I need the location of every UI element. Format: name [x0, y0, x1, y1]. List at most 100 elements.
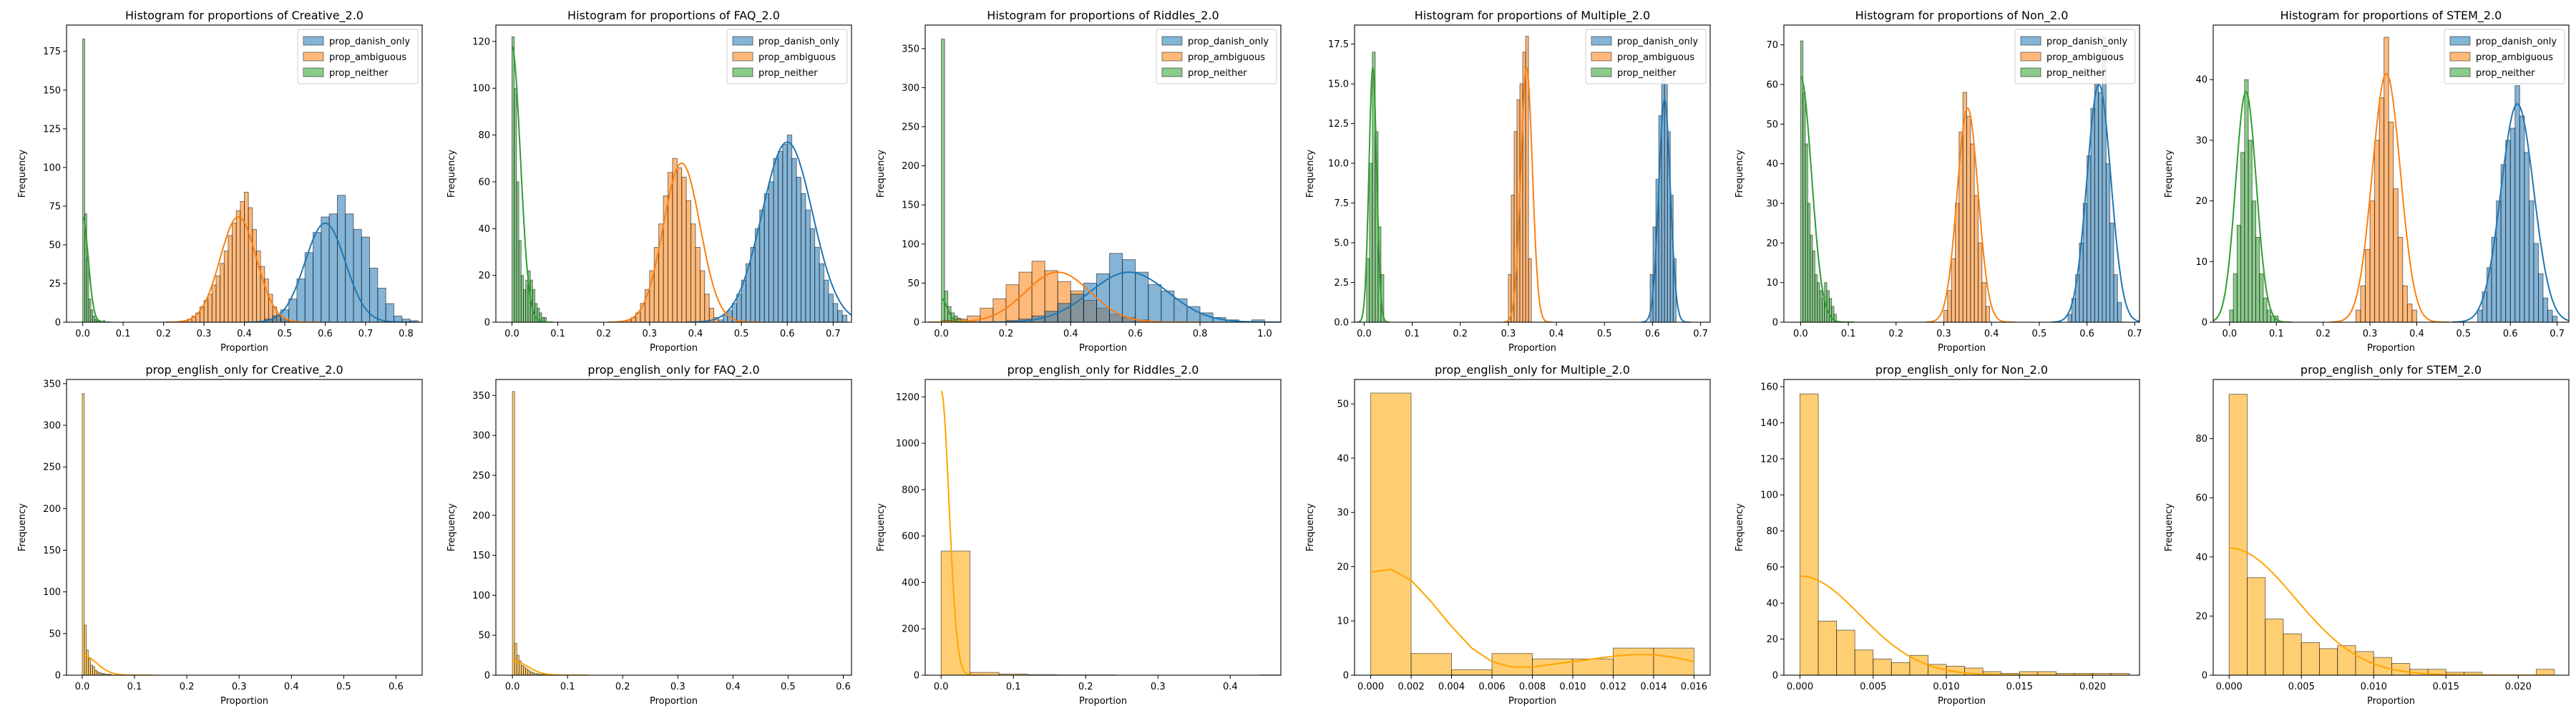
x-tick-label: 0.2 — [615, 682, 630, 692]
chart-panel: 0.0 0.1 0.2 0.3 0.4 0 200 400 600 800 1000 1200 prop… — [876, 363, 1282, 707]
kde-curve — [1800, 575, 2097, 675]
y-tick-label: 60 — [478, 177, 490, 188]
chart-title: prop_english_only for Multiple_2.0 — [1435, 363, 1630, 377]
histogram-bar — [532, 289, 535, 322]
histogram-bar — [211, 284, 217, 322]
axes-frame — [495, 379, 852, 676]
histogram-bar — [1366, 258, 1370, 322]
histogram-bar — [353, 228, 362, 322]
x-tick-label: 0.002 — [1397, 682, 1424, 692]
y-tick-label: 5.0 — [1334, 238, 1349, 249]
histogram-bar — [2487, 267, 2492, 322]
legend-label: prop_danish_only — [758, 37, 839, 47]
x-tick-label: 0.4 — [1984, 329, 1999, 339]
histogram-bar — [530, 672, 533, 675]
x-tick-label: 0.4 — [1549, 329, 1564, 339]
y-tick-label: 60 — [1766, 562, 1778, 573]
chart-panel: 0.000 0.005 0.010 0.015 0.020 0 20 40 60 80 prop_e… — [2164, 363, 2570, 707]
x-axis-label: Proportion — [1079, 696, 1127, 707]
legend-swatch — [2449, 36, 2471, 46]
histogram-bar — [2397, 236, 2404, 322]
series-english-bars — [82, 393, 112, 675]
histogram-bar — [525, 279, 529, 322]
histogram-bar — [296, 279, 306, 322]
histogram-bar — [543, 317, 547, 322]
y-axis: 0 10 20 30 40 — [2195, 75, 2213, 329]
histogram-bar — [704, 294, 710, 322]
series-prop_neither-bars — [511, 36, 547, 322]
histogram-bar — [313, 232, 322, 322]
histogram-bar — [1135, 271, 1149, 322]
y-tick-label: 20 — [1337, 562, 1349, 573]
x-tick-label: 0.2 — [596, 329, 611, 339]
histogram-bar — [1978, 242, 1983, 322]
histogram-bar — [82, 39, 85, 322]
y-tick-label: 75 — [49, 201, 61, 212]
histogram-bar — [824, 279, 829, 322]
legend-label: prop_ambiguous — [2046, 52, 2124, 63]
y-tick-label: 200 — [902, 624, 919, 635]
series-prop_danish_only-bars — [2477, 85, 2558, 322]
histogram-bar — [2524, 152, 2529, 322]
histogram-bar — [1410, 653, 1452, 675]
histogram-bar — [2393, 188, 2399, 322]
histogram-bar — [385, 303, 394, 322]
legend-swatch — [1591, 52, 1612, 62]
x-tick-label: 0.2 — [156, 329, 171, 339]
histogram-bar — [1525, 36, 1529, 322]
y-tick-label: 0.0 — [1334, 318, 1349, 329]
x-tick-label: 0.1 — [116, 329, 131, 339]
x-axis-label: Proportion — [650, 696, 698, 707]
y-tick-label: 30 — [2195, 135, 2207, 146]
legend-label: prop_danish_only — [329, 37, 410, 47]
legend-swatch — [732, 36, 753, 46]
y-axis: 0 50 100 150 200 250 300 350 — [902, 44, 925, 329]
x-axis: 0.0 0.1 0.2 0.3 0.4 0.5 0.6 — [75, 675, 404, 692]
histogram-bar — [1951, 258, 1956, 322]
histogram-bar — [832, 303, 839, 322]
y-axis-label: Frequency — [447, 503, 457, 551]
y-axis: 0 50 100 150 200 250 300 350 — [472, 391, 496, 682]
legend-swatch — [303, 36, 324, 46]
plot-area — [1357, 36, 1691, 322]
x-tick-label: 0.0 — [1793, 329, 1808, 339]
histogram-bar — [2519, 115, 2525, 322]
y-tick-label: 350 — [902, 44, 919, 54]
histogram-bar — [699, 270, 706, 322]
series-prop_neither-bars — [1800, 40, 1837, 322]
plot-area — [1800, 393, 2130, 675]
x-tick-label: 0.2 — [999, 329, 1014, 339]
chart-title: Histogram for proportions of Multiple_2.… — [1415, 9, 1650, 23]
x-tick-label: 0.7 — [826, 329, 841, 339]
histogram-bar — [796, 176, 801, 322]
chart-panel: 0.0 0.1 0.2 0.3 0.4 0.5 0.6 0.7 0 20 40 60 80 100 120 H… — [447, 9, 852, 354]
histogram-bar — [1836, 629, 1855, 675]
x-tick-label: 0.7 — [1693, 329, 1708, 339]
legend-label: prop_danish_only — [1617, 37, 1698, 47]
histogram-bar — [2360, 285, 2366, 322]
legend-label: prop_neither — [1617, 68, 1677, 79]
y-tick-label: 100 — [1760, 490, 1778, 501]
plot-area — [82, 39, 419, 322]
y-axis: 0 10 20 30 40 50 60 70 — [1766, 40, 1784, 329]
kde-curve — [1357, 67, 1390, 322]
kde-curve — [165, 216, 321, 322]
chart-title: Histogram for proportions of Creative_2.… — [125, 9, 364, 23]
y-tick-label: 40 — [1337, 453, 1349, 464]
x-tick-label: 0.4 — [726, 682, 741, 692]
y-axis-label: Frequency — [1305, 503, 1316, 551]
legend-swatch — [2020, 36, 2041, 46]
legend-swatch — [1591, 36, 1612, 46]
x-tick-label: 0.7 — [358, 329, 374, 339]
x-tick-label: 0.7 — [2550, 329, 2565, 339]
y-tick-label: 15.0 — [1328, 79, 1349, 90]
y-tick-label: 1200 — [896, 392, 919, 403]
x-axis-label: Proportion — [1938, 696, 1986, 707]
histogram-bar — [511, 36, 515, 322]
series-english-bars — [1800, 393, 2130, 675]
y-tick-label: 40 — [2195, 75, 2207, 86]
histogram-bar — [1810, 234, 1813, 322]
x-axis-label: Proportion — [2367, 696, 2415, 707]
y-tick-label: 160 — [1760, 382, 1778, 393]
histogram-bar — [1890, 662, 1911, 675]
